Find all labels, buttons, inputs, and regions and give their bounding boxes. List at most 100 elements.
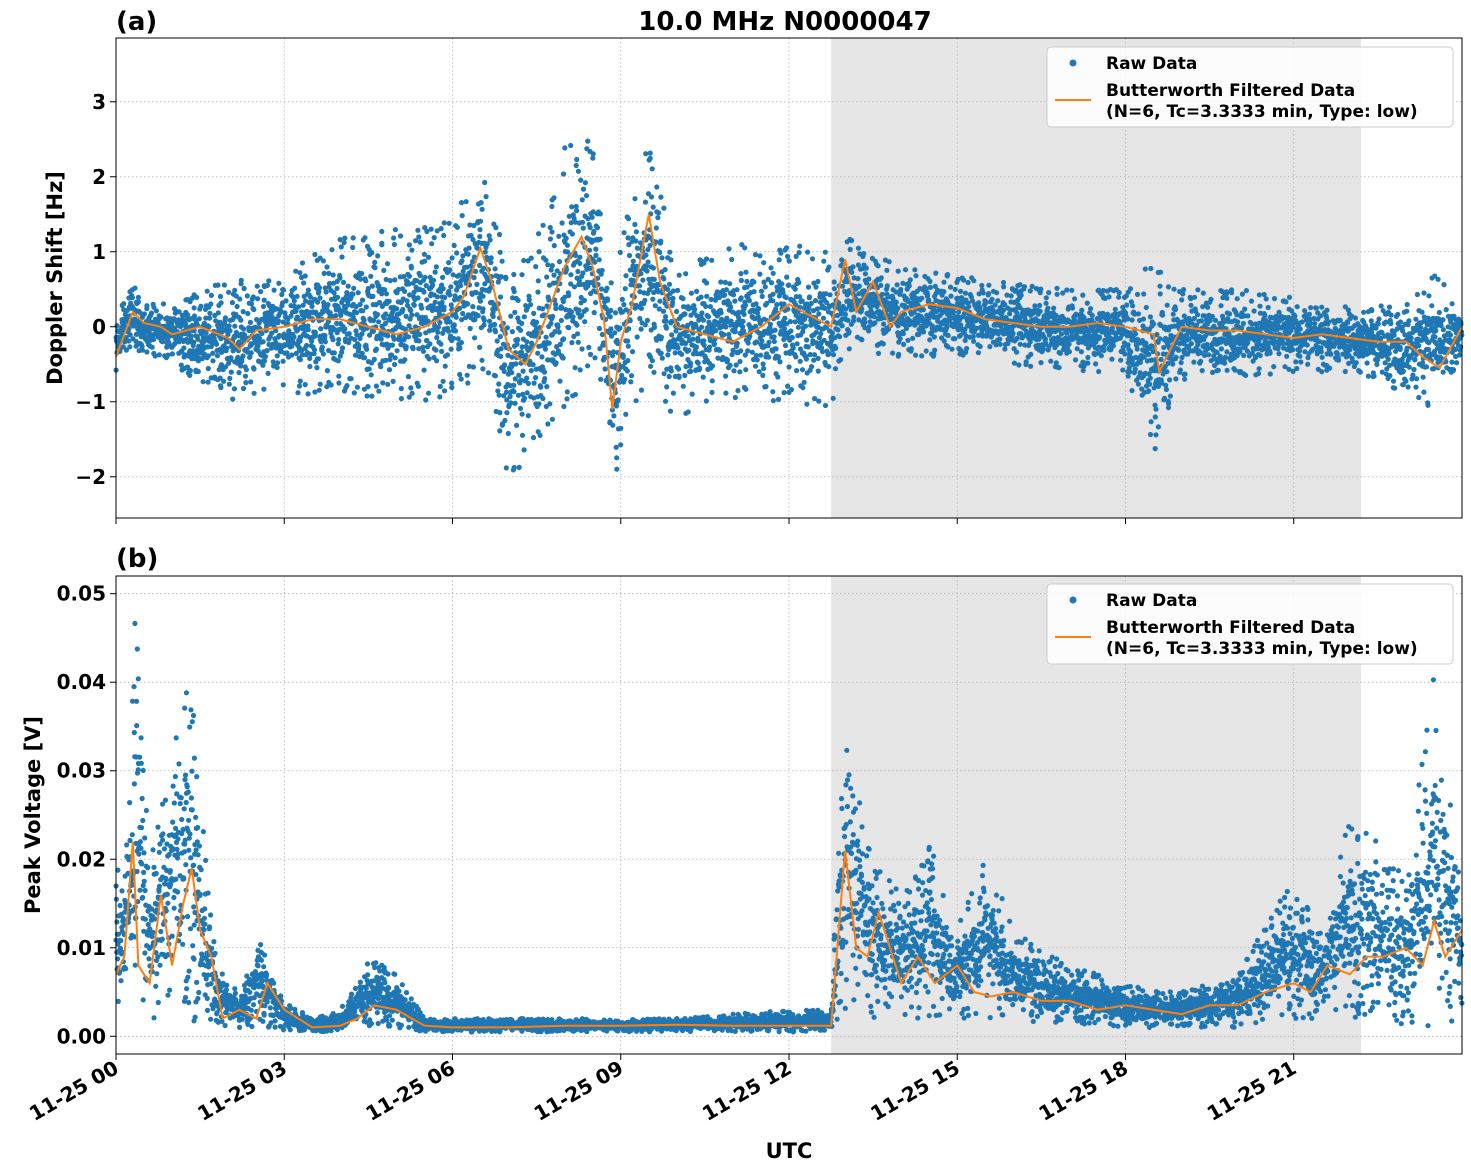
raw-point xyxy=(1109,325,1115,331)
raw-point xyxy=(158,314,164,320)
raw-point xyxy=(1032,303,1038,309)
raw-point xyxy=(878,282,884,288)
raw-point xyxy=(625,235,631,241)
raw-point xyxy=(738,277,745,284)
raw-point xyxy=(290,340,297,346)
raw-point xyxy=(827,292,833,298)
raw-point xyxy=(722,292,728,298)
raw-point xyxy=(582,180,589,186)
raw-point xyxy=(633,238,639,244)
raw-point xyxy=(241,326,247,332)
raw-point xyxy=(496,381,502,387)
raw-point xyxy=(307,363,313,370)
raw-point xyxy=(759,338,765,344)
raw-point xyxy=(210,358,216,364)
raw-point xyxy=(831,286,838,292)
raw-point xyxy=(705,314,712,320)
raw-point xyxy=(420,348,426,354)
raw-point xyxy=(383,291,390,297)
raw-point xyxy=(803,356,810,362)
raw-point xyxy=(568,309,575,315)
raw-point xyxy=(434,294,440,300)
raw-point xyxy=(777,359,783,365)
raw-point xyxy=(617,325,623,331)
raw-point xyxy=(751,279,757,285)
raw-point xyxy=(618,425,624,431)
raw-point xyxy=(213,341,220,347)
raw-point xyxy=(597,211,603,217)
raw-point xyxy=(1132,366,1138,372)
raw-point xyxy=(738,271,744,277)
raw-point xyxy=(447,267,453,273)
raw-point xyxy=(1152,414,1158,420)
raw-point xyxy=(501,362,508,368)
raw-point xyxy=(782,342,789,349)
raw-point xyxy=(305,287,311,293)
raw-point xyxy=(758,288,765,294)
raw-point xyxy=(358,276,364,282)
raw-point xyxy=(421,367,427,373)
raw-point xyxy=(731,368,737,374)
raw-point xyxy=(1167,377,1173,383)
raw-point xyxy=(1206,352,1212,358)
raw-point xyxy=(237,296,243,302)
raw-point xyxy=(471,275,477,281)
raw-point xyxy=(481,317,487,323)
raw-point xyxy=(437,320,443,326)
raw-point xyxy=(1164,369,1170,375)
raw-point xyxy=(156,352,162,358)
raw-point xyxy=(1188,302,1194,308)
raw-point xyxy=(724,357,731,363)
raw-point xyxy=(661,276,667,282)
raw-point xyxy=(323,289,329,295)
raw-point xyxy=(465,301,471,307)
raw-point xyxy=(809,256,816,262)
raw-point xyxy=(1170,361,1176,367)
raw-point xyxy=(818,331,824,337)
raw-point xyxy=(900,331,906,337)
raw-point xyxy=(707,304,714,310)
raw-point xyxy=(1153,406,1159,412)
raw-point xyxy=(248,301,255,307)
raw-point xyxy=(416,338,422,344)
raw-point xyxy=(789,334,795,341)
raw-point xyxy=(766,339,772,345)
raw-point xyxy=(533,264,539,270)
raw-point xyxy=(983,299,989,305)
raw-point xyxy=(540,306,546,312)
raw-point xyxy=(670,390,677,396)
raw-point xyxy=(535,278,541,284)
raw-point xyxy=(1245,313,1251,319)
raw-point xyxy=(709,389,715,396)
raw-point xyxy=(435,324,441,330)
raw-point xyxy=(1130,303,1136,309)
raw-point xyxy=(218,362,225,368)
raw-point xyxy=(408,265,414,271)
raw-point xyxy=(706,344,713,350)
raw-point xyxy=(1364,360,1370,366)
raw-point xyxy=(265,370,271,376)
raw-point xyxy=(1297,353,1303,359)
raw-point xyxy=(479,206,485,212)
raw-point xyxy=(556,259,563,265)
raw-point xyxy=(767,321,774,327)
raw-point xyxy=(793,354,799,360)
raw-point xyxy=(531,310,537,316)
raw-point xyxy=(512,400,518,406)
raw-point xyxy=(560,355,566,361)
raw-point xyxy=(242,373,249,379)
raw-point xyxy=(989,296,995,302)
raw-point xyxy=(457,345,463,351)
raw-point xyxy=(663,325,670,331)
raw-point xyxy=(570,314,576,320)
raw-point xyxy=(569,204,575,210)
raw-point xyxy=(1146,351,1152,357)
raw-point xyxy=(723,287,730,293)
raw-point xyxy=(997,341,1003,347)
raw-point xyxy=(579,197,585,203)
raw-point xyxy=(212,312,218,319)
raw-point xyxy=(768,280,775,286)
raw-point xyxy=(350,244,356,251)
raw-point xyxy=(222,315,228,321)
figure-title: 10.0 MHz N0000047 xyxy=(638,7,931,37)
